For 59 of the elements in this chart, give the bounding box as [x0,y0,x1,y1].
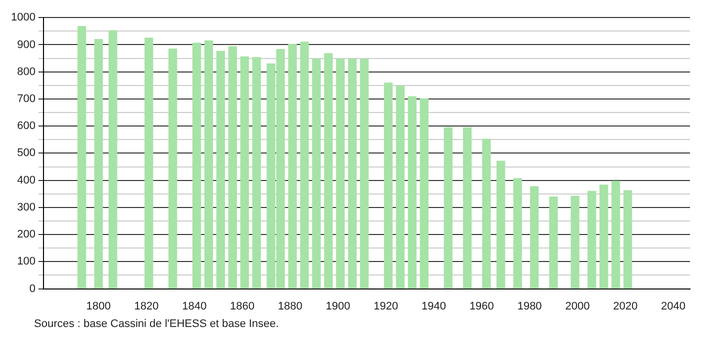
x-tick-label: 1900 [326,300,350,312]
bar [288,44,297,289]
bar [482,138,491,289]
bar [420,98,429,289]
bar [611,180,620,289]
bar [252,57,261,289]
y-tick-label: 400 [17,174,36,186]
bar [94,38,103,289]
bar [549,196,558,289]
bar [530,186,539,289]
bar [228,46,237,289]
bar [462,127,472,289]
y-tick-label: 300 [17,201,36,214]
bar [513,178,522,289]
bar [168,48,178,289]
x-tick-label: 1820 [134,300,159,312]
x-tick-label: 1920 [374,300,398,312]
bar [336,58,345,289]
x-tick-label: 1940 [422,300,446,312]
bar [348,58,357,289]
x-tick-label: 2020 [613,300,638,312]
x-tick-label: 1800 [86,300,111,312]
bar [570,196,580,289]
bar [108,30,118,289]
bar [396,86,405,289]
x-tick-label: 2000 [565,300,590,312]
y-tick-label: 800 [17,66,36,78]
y-tick-label: 500 [17,147,36,160]
bar [623,190,632,289]
bar [587,190,596,289]
bar [204,40,214,289]
bar [444,127,452,289]
y-tick-label: 700 [17,92,36,105]
bar [360,58,369,289]
y-tick-label: 1000 [10,12,36,24]
y-tick-label: 100 [17,256,36,268]
source-note: Sources : base Cassini de l'EHESS et base Insee. [34,318,280,330]
bar [192,42,202,289]
bar [144,38,154,289]
bar [240,56,249,289]
bar [496,160,506,289]
y-tick-label: 600 [17,120,36,132]
x-tick-label: 1880 [278,300,302,312]
y-tick-label: 900 [17,38,36,51]
bar [384,82,393,289]
y-tick-label: 200 [17,228,36,241]
x-tick-label: 2040 [660,300,686,312]
bar [312,58,321,289]
y-tick-label: 0 [29,282,36,295]
x-tick-label: 1860 [230,300,254,312]
x-tick-label: 1840 [182,300,207,312]
x-tick-label: 1960 [469,300,494,312]
x-tick-label: 1980 [517,300,542,312]
bar [300,42,309,289]
bar [408,96,417,289]
bar [216,50,225,289]
bar [77,26,86,289]
bar [599,184,608,289]
bar [324,53,333,289]
